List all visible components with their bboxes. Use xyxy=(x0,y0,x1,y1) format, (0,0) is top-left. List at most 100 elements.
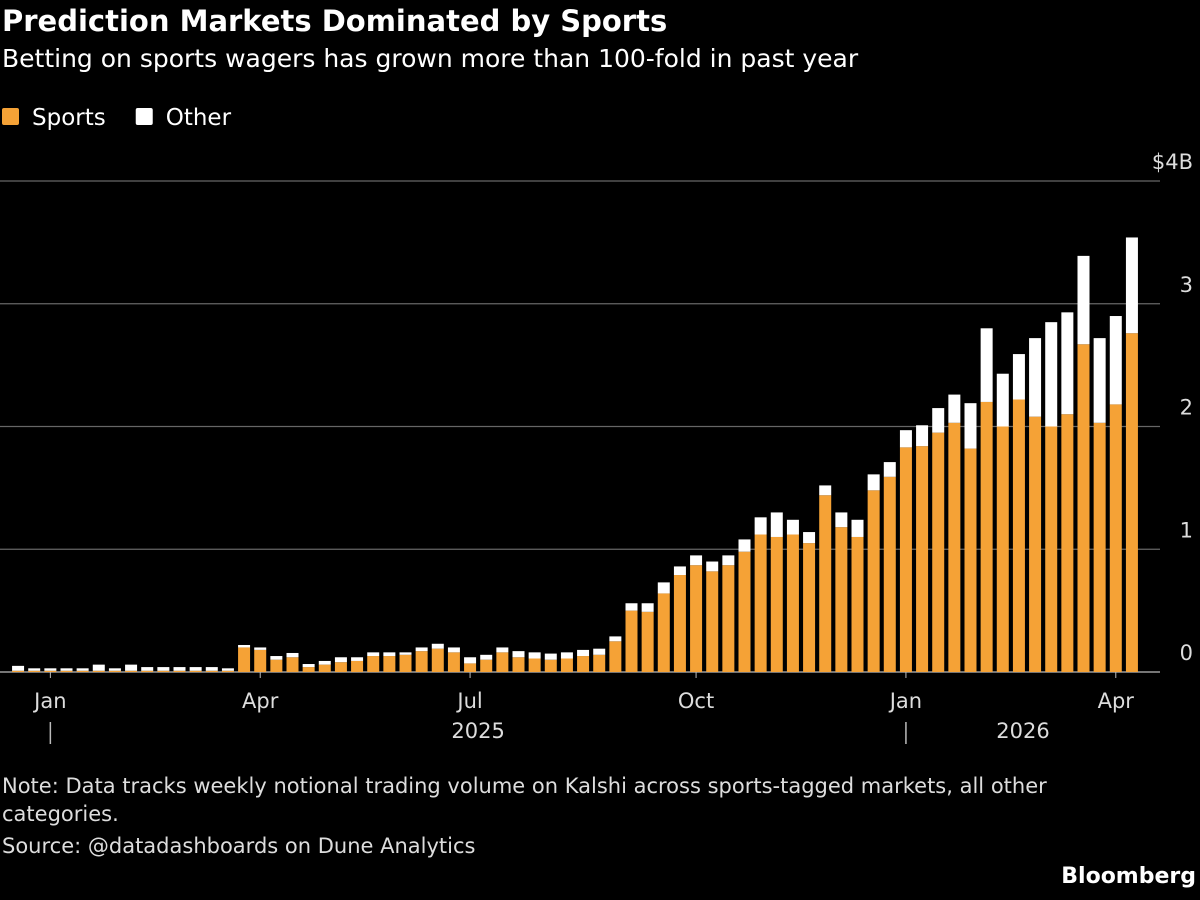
bar xyxy=(415,647,428,652)
bar xyxy=(980,328,993,402)
x-tick-label: Jan xyxy=(888,689,922,713)
legend-swatch xyxy=(2,108,19,125)
y-tick-label: 1 xyxy=(1180,518,1193,542)
bar xyxy=(577,649,590,657)
bar xyxy=(238,644,251,648)
bar xyxy=(1125,237,1138,334)
bar xyxy=(125,670,138,672)
source: Source: @datadashboards on Dune Analytic… xyxy=(2,834,476,858)
bar xyxy=(867,474,880,491)
y-tick-label: 0 xyxy=(1180,641,1193,665)
bar xyxy=(108,670,121,672)
bar xyxy=(722,565,735,672)
bar xyxy=(1012,354,1025,400)
bar xyxy=(1045,322,1058,427)
legend-label: Sports xyxy=(32,105,106,131)
bar xyxy=(916,446,929,672)
x-tick-label: Oct xyxy=(678,689,714,713)
bar xyxy=(254,647,267,650)
bar xyxy=(189,670,202,672)
bar xyxy=(302,664,315,668)
bar xyxy=(205,670,218,672)
year-label: 2026 xyxy=(996,719,1049,743)
bar xyxy=(738,551,751,672)
bar xyxy=(512,651,525,658)
bar xyxy=(351,660,364,672)
bar xyxy=(786,519,799,535)
bar xyxy=(996,426,1009,672)
bar xyxy=(480,659,493,672)
bar xyxy=(1029,338,1042,417)
bar xyxy=(512,657,525,672)
bar xyxy=(1093,422,1106,672)
bar xyxy=(819,485,832,496)
bar xyxy=(44,668,57,671)
bar xyxy=(964,403,977,449)
bar xyxy=(351,657,364,661)
bar xyxy=(867,490,880,672)
bar xyxy=(76,670,89,672)
bar xyxy=(980,401,993,672)
bar xyxy=(221,668,234,671)
legend-swatch xyxy=(135,108,153,125)
bar xyxy=(415,651,428,672)
bar xyxy=(318,664,331,672)
bar xyxy=(706,571,719,672)
bar xyxy=(593,654,606,672)
bar xyxy=(92,670,105,672)
bar xyxy=(528,658,541,672)
bar xyxy=(60,670,73,672)
bar xyxy=(770,512,783,537)
y-tick-label: 2 xyxy=(1180,396,1193,420)
bar xyxy=(657,582,670,594)
bar xyxy=(157,670,170,672)
bar xyxy=(528,652,541,659)
bar xyxy=(544,653,557,660)
bar xyxy=(1077,255,1090,345)
bar xyxy=(270,659,283,672)
bar xyxy=(625,603,638,611)
bar xyxy=(173,670,186,672)
bar xyxy=(657,593,670,672)
bar xyxy=(1012,399,1025,672)
bar xyxy=(60,668,73,671)
bar xyxy=(141,667,154,671)
bar xyxy=(819,495,832,672)
bar xyxy=(835,512,848,528)
brand: Bloomberg xyxy=(1061,864,1196,889)
bar xyxy=(383,656,396,672)
bar xyxy=(254,649,267,672)
bar xyxy=(560,652,573,659)
bar xyxy=(835,527,848,672)
bar xyxy=(883,462,896,477)
bar xyxy=(28,668,41,671)
bar xyxy=(302,667,315,672)
bar xyxy=(916,425,929,447)
bar xyxy=(464,657,477,664)
bar xyxy=(690,565,703,672)
bar xyxy=(157,667,170,671)
bar xyxy=(803,543,816,672)
bar xyxy=(12,665,25,671)
bar xyxy=(560,658,573,672)
bar xyxy=(367,652,380,657)
y-tick-label: 3 xyxy=(1180,273,1193,297)
bar xyxy=(221,670,234,672)
bar xyxy=(609,641,622,672)
bar xyxy=(496,647,509,653)
bar xyxy=(1045,426,1058,672)
bar xyxy=(1109,404,1122,672)
bar xyxy=(447,652,460,672)
bar xyxy=(367,656,380,672)
bar xyxy=(786,534,799,672)
bar xyxy=(286,657,299,672)
bar xyxy=(270,656,283,660)
bar xyxy=(899,430,912,448)
bar xyxy=(1093,338,1106,423)
year-label: 2025 xyxy=(451,719,504,743)
bar xyxy=(125,664,138,671)
bar xyxy=(431,648,444,672)
bar xyxy=(770,536,783,672)
bar xyxy=(851,519,864,537)
